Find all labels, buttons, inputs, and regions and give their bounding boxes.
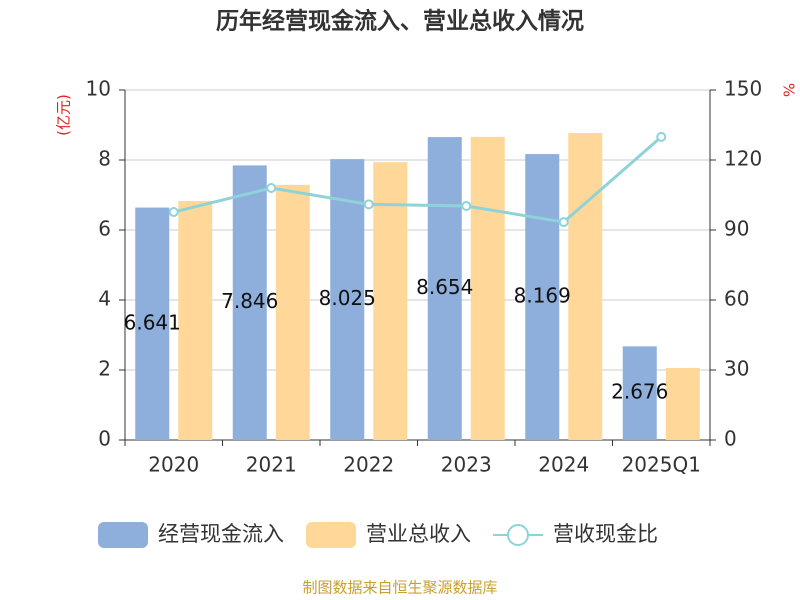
x-tick-label: 2023 xyxy=(441,453,492,477)
x-tick-label: 2024 xyxy=(538,453,589,477)
y-axis-label: (亿元) xyxy=(55,94,73,136)
y2-tick-label: 0 xyxy=(724,427,737,451)
line xyxy=(173,135,663,224)
line-point xyxy=(266,183,277,193)
x-tick-label: 2020 xyxy=(148,453,199,477)
bar xyxy=(470,136,505,440)
legend-label: 营业总收入 xyxy=(366,522,471,546)
bar xyxy=(275,184,310,440)
y-tick-label: 8 xyxy=(98,147,111,171)
bar xyxy=(568,133,603,441)
y-tick-label: 4 xyxy=(98,287,111,311)
y2-tick-label: 30 xyxy=(724,357,749,381)
data-label: 8.169 xyxy=(514,284,571,308)
line-point xyxy=(558,217,569,228)
x-tick-label: 2025Q1 xyxy=(622,453,701,477)
legend-label: 营收现金比 xyxy=(553,522,658,546)
y-tick-label: 0 xyxy=(98,427,111,451)
bar xyxy=(373,162,408,440)
y2-tick-label: 60 xyxy=(724,287,749,311)
bar xyxy=(665,367,700,440)
bar xyxy=(427,137,462,441)
data-label: 8.025 xyxy=(319,286,376,310)
data-label: 7.846 xyxy=(221,289,278,313)
line-point xyxy=(656,131,667,142)
chart-title: 历年经营现金流入、营业总收入情况 xyxy=(216,8,584,35)
line-point xyxy=(461,200,472,211)
bar xyxy=(622,346,657,440)
line-point xyxy=(168,207,179,218)
source-note: 制图数据来自恒生聚源数据库 xyxy=(302,579,497,597)
bar xyxy=(232,165,267,440)
data-label: 2.676 xyxy=(611,380,668,404)
y2-tick-label: 120 xyxy=(724,147,762,171)
legend-label: 经营现金流入 xyxy=(158,522,284,546)
bar xyxy=(525,154,560,440)
y-tick-label: 10 xyxy=(86,77,111,101)
legend-swatch xyxy=(98,522,148,548)
legend-swatch xyxy=(306,522,356,548)
data-label: 8.654 xyxy=(416,275,473,299)
x-tick-label: 2021 xyxy=(246,453,297,477)
data-label: 6.641 xyxy=(124,310,181,334)
legend-swatch xyxy=(507,524,529,546)
bar xyxy=(178,200,213,440)
bar xyxy=(135,207,170,440)
y2-tick-label: 90 xyxy=(724,217,749,241)
y2-axis-label: % xyxy=(780,83,798,97)
y-tick-label: 6 xyxy=(98,217,111,241)
x-tick-label: 2022 xyxy=(343,453,394,477)
y2-tick-label: 150 xyxy=(724,77,762,101)
line-point xyxy=(363,199,374,210)
bar xyxy=(330,159,365,440)
y-tick-label: 2 xyxy=(98,357,111,381)
